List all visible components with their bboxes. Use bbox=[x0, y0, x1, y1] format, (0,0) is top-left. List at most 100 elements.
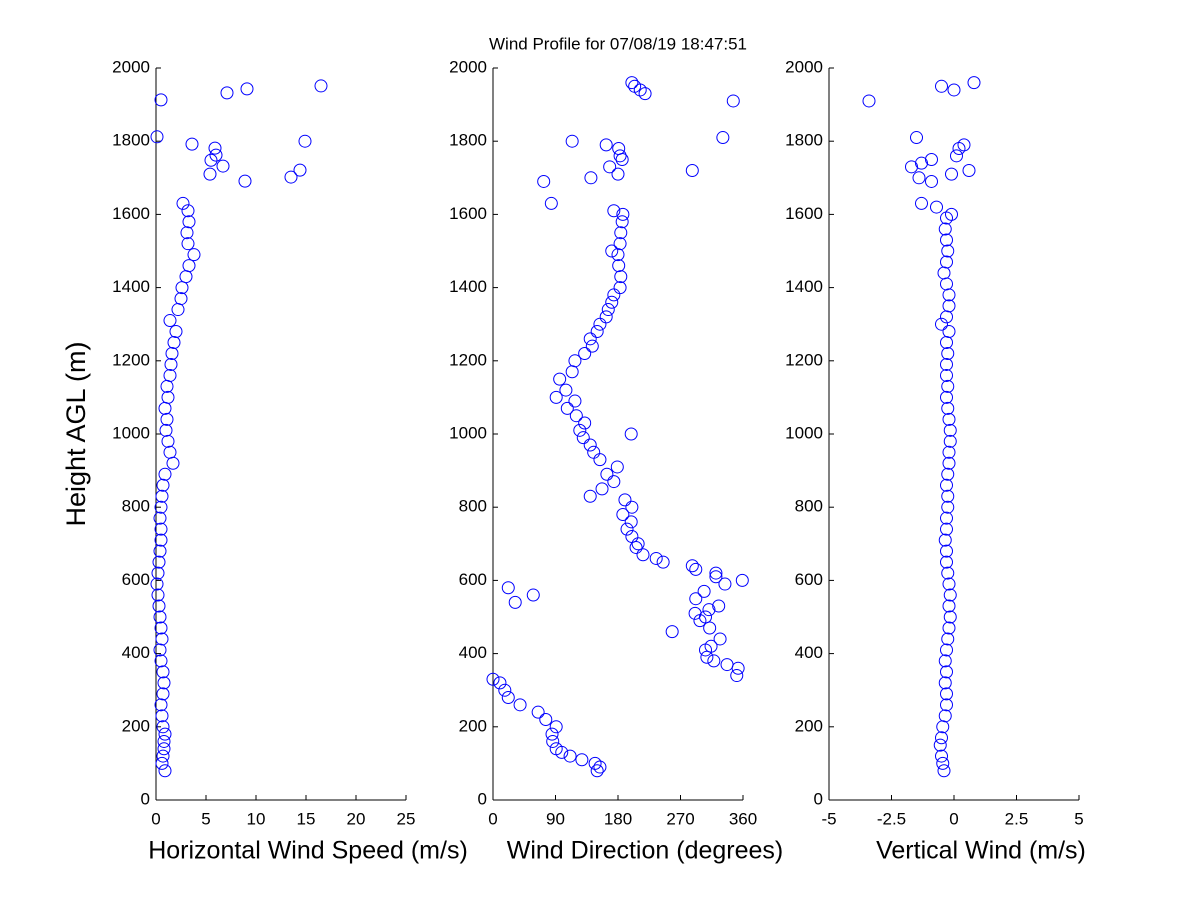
x-tick-label: 0 bbox=[949, 809, 958, 828]
data-point bbox=[155, 489, 169, 503]
data-point bbox=[950, 149, 963, 163]
data-point bbox=[940, 478, 953, 492]
data-point bbox=[611, 167, 625, 181]
data-point bbox=[941, 346, 955, 360]
x-tick-label: 0 bbox=[151, 809, 160, 828]
data-point bbox=[702, 603, 716, 617]
data-point bbox=[185, 137, 199, 151]
data-point bbox=[615, 215, 629, 229]
data-point bbox=[154, 654, 168, 668]
y-tick-label: 2000 bbox=[449, 57, 487, 76]
data-point bbox=[935, 317, 948, 331]
y-tick-label: 400 bbox=[795, 643, 823, 662]
data-point bbox=[941, 489, 955, 503]
data-point bbox=[167, 336, 181, 349]
y-tick-label: 1600 bbox=[449, 204, 487, 223]
data-point bbox=[583, 438, 597, 452]
data-point bbox=[573, 423, 587, 437]
data-point bbox=[156, 749, 170, 763]
data-point bbox=[735, 573, 749, 587]
x-tick-label: 180 bbox=[604, 809, 632, 828]
data-point bbox=[293, 163, 307, 177]
data-point bbox=[161, 390, 175, 404]
y-tick-label: 1000 bbox=[449, 423, 487, 442]
data-point bbox=[169, 325, 183, 339]
data-point bbox=[613, 237, 627, 251]
data-point bbox=[156, 665, 170, 679]
data-point bbox=[942, 445, 956, 459]
figure-title: Wind Profile for 07/08/19 18:47:51 bbox=[489, 34, 747, 53]
data-point bbox=[158, 764, 172, 778]
data-point bbox=[154, 698, 168, 712]
data-point bbox=[933, 738, 947, 752]
data-point bbox=[709, 566, 723, 580]
data-point bbox=[159, 423, 173, 437]
data-point bbox=[155, 709, 169, 723]
data-point bbox=[531, 705, 545, 719]
data-point bbox=[154, 533, 168, 547]
data-point bbox=[862, 94, 876, 108]
data-point bbox=[539, 712, 553, 726]
data-point bbox=[568, 394, 582, 408]
x-tick-label: 2.5 bbox=[1005, 809, 1029, 828]
data-point bbox=[942, 456, 956, 470]
data-point bbox=[704, 639, 718, 653]
x-tick-label: 10 bbox=[247, 809, 266, 828]
data-point bbox=[180, 226, 194, 240]
y-tick-label: 400 bbox=[122, 643, 150, 662]
data-point bbox=[605, 295, 619, 309]
data-point bbox=[935, 79, 948, 93]
x-tick-label: 20 bbox=[347, 809, 366, 828]
data-point bbox=[154, 93, 168, 107]
y-tick-label: 200 bbox=[122, 716, 150, 735]
data-point bbox=[942, 621, 956, 635]
data-point bbox=[628, 79, 642, 93]
data-point bbox=[150, 130, 164, 144]
data-point bbox=[957, 138, 971, 152]
data-point bbox=[164, 357, 178, 371]
data-point bbox=[941, 632, 955, 646]
data-point bbox=[665, 625, 679, 639]
data-point bbox=[713, 632, 727, 646]
data-point bbox=[600, 467, 614, 481]
data-point bbox=[612, 259, 626, 273]
x-tick-label: 360 bbox=[729, 809, 757, 828]
data-point bbox=[576, 431, 590, 445]
data-point bbox=[649, 551, 663, 565]
data-point bbox=[943, 610, 957, 624]
data-point bbox=[942, 599, 956, 613]
data-point bbox=[613, 281, 627, 295]
data-point bbox=[155, 632, 169, 646]
data-point bbox=[945, 167, 958, 181]
data-point bbox=[508, 595, 522, 609]
data-point bbox=[945, 207, 958, 221]
data-point bbox=[593, 760, 607, 774]
y-tick-label: 0 bbox=[814, 789, 823, 808]
y-tick-label: 1600 bbox=[112, 204, 150, 223]
data-point bbox=[152, 555, 166, 569]
data-point bbox=[209, 148, 223, 162]
data-point bbox=[578, 346, 592, 360]
data-point bbox=[915, 196, 928, 210]
data-point bbox=[151, 588, 165, 602]
data-point bbox=[689, 592, 703, 606]
data-point bbox=[565, 134, 579, 148]
y-tick-label: 1000 bbox=[785, 423, 823, 442]
data-point bbox=[498, 683, 512, 697]
data-point bbox=[938, 222, 952, 236]
data-point bbox=[938, 533, 952, 547]
data-point bbox=[156, 720, 170, 734]
data-point bbox=[163, 314, 177, 328]
data-point bbox=[910, 131, 923, 145]
data-point bbox=[915, 156, 928, 170]
data-point bbox=[549, 390, 563, 404]
data-point bbox=[238, 174, 252, 188]
data-point bbox=[153, 643, 167, 657]
data-point bbox=[165, 346, 179, 360]
data-point bbox=[947, 83, 961, 97]
data-point bbox=[158, 467, 172, 481]
data-point bbox=[182, 259, 196, 273]
data-point bbox=[943, 423, 957, 437]
data-point bbox=[612, 142, 626, 156]
data-point bbox=[157, 676, 171, 690]
